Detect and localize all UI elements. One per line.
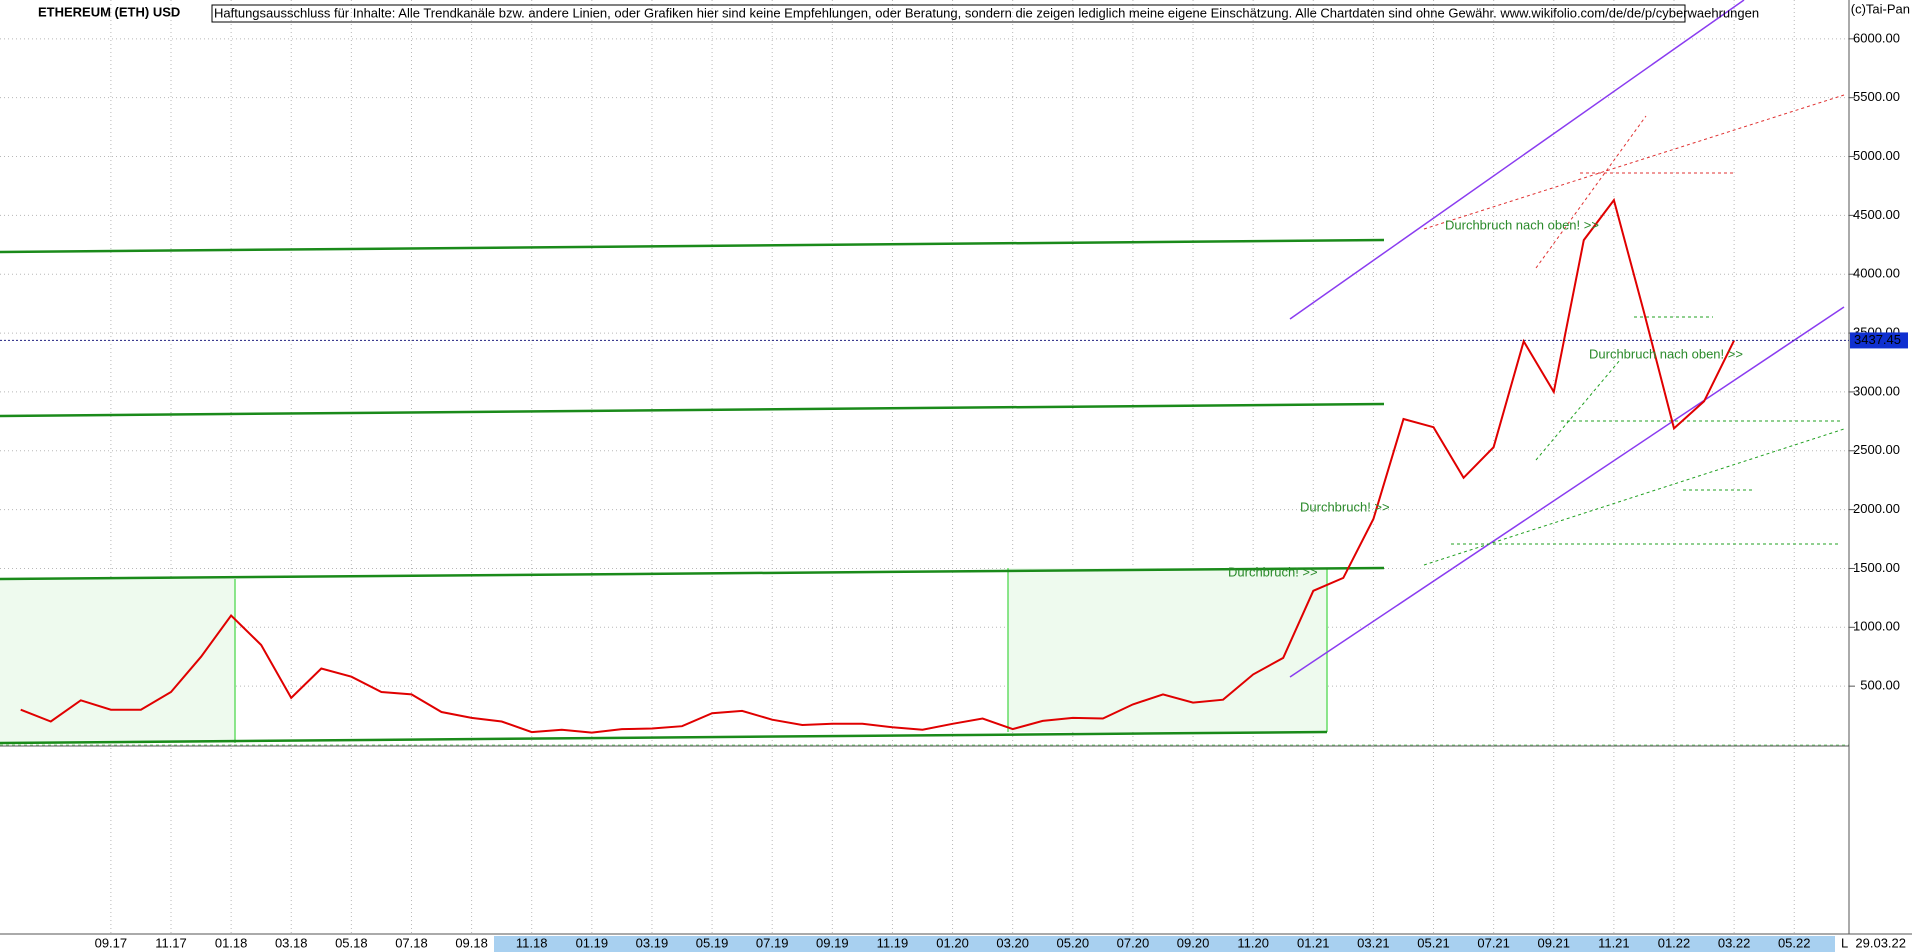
last-date: 29.03.22: [1855, 935, 1906, 950]
disclaimer: Haftungsausschluss für Inhalte: Alle Tre…: [214, 5, 1759, 20]
x-tick-label: 11.21: [1598, 935, 1630, 950]
level-line: [0, 402, 1385, 418]
trend-line: [1289, 306, 1845, 678]
chart-title: ETHEREUM (ETH) USD: [38, 4, 180, 19]
trend-line: [1535, 359, 1621, 461]
marks: [0, 197, 1849, 734]
annotation: Durchbruch nach oben! >>: [1445, 217, 1599, 232]
x-tick-label: 07.18: [395, 935, 428, 950]
level-line: [0, 730, 1328, 745]
x-tick-label: 05.20: [1057, 935, 1090, 950]
x-tick-label: 03.19: [636, 935, 669, 950]
annotation: Durchbruch! >>: [1228, 564, 1318, 579]
trend-line: [1423, 94, 1845, 230]
x-tick-label: 11.17: [155, 935, 187, 950]
x-tick-label: 01.22: [1658, 935, 1691, 950]
range-box: [0, 579, 235, 743]
y-tick-label: 2000.00: [1853, 501, 1900, 516]
axis-end-label: L: [1841, 935, 1848, 950]
x-tick-label: 01.21: [1297, 935, 1330, 950]
y-tick-label: 3000.00: [1853, 383, 1900, 398]
x-tick-label: 09.19: [816, 935, 849, 950]
x-tick-label: 05.18: [335, 935, 368, 950]
x-tick-label: 07.21: [1477, 935, 1510, 950]
copyright: (c)Tai-Pan: [1851, 1, 1910, 16]
x-tick-label: 11.18: [516, 935, 548, 950]
y-tick-label: 1500.00: [1853, 560, 1900, 575]
x-tick-label: 03.18: [275, 935, 308, 950]
last-price-box: [1850, 332, 1908, 349]
x-tick-label: 09.17: [95, 935, 128, 950]
price-line: [20, 197, 1735, 734]
x-tick-label: 01.18: [215, 935, 248, 950]
trend-line: [1423, 428, 1845, 566]
x-tick-label: 03.22: [1718, 935, 1751, 950]
y-tick-label: 6000.00: [1853, 30, 1900, 45]
x-tick-label: 09.21: [1537, 935, 1570, 950]
x-tick-label: 11.20: [1237, 935, 1269, 950]
disclaimer-box: [211, 4, 1686, 23]
y-tick-label: 4000.00: [1853, 266, 1900, 281]
trend-line: [1535, 115, 1647, 269]
y-tick-label: 5500.00: [1853, 89, 1900, 104]
x-axis-highlight: [494, 936, 1835, 952]
plot-area: [0, 0, 1849, 745]
y-tick-label: 4500.00: [1853, 207, 1900, 222]
x-tick-label: 05.22: [1778, 935, 1811, 950]
x-tick-label: 07.19: [756, 935, 789, 950]
level-line: [0, 566, 1385, 581]
annotation: Durchbruch! >>: [1300, 499, 1390, 514]
range-box: [1008, 568, 1327, 732]
x-tick-label: 01.20: [936, 935, 969, 950]
level-line: [0, 238, 1385, 254]
x-tick-label: 05.19: [696, 935, 729, 950]
grid: [0, 0, 1855, 934]
y-tick-label: 2500.00: [1853, 442, 1900, 457]
x-tick-label: 09.20: [1177, 935, 1210, 950]
x-tick-label: 03.20: [996, 935, 1029, 950]
y-tick-label: 500.00: [1860, 678, 1900, 693]
x-tick-label: 07.20: [1117, 935, 1150, 950]
annotation: Durchbruch nach oben! >>: [1589, 346, 1743, 361]
x-tick-label: 09.18: [455, 935, 488, 950]
y-tick-label: 5000.00: [1853, 148, 1900, 163]
x-tick-label: 05.21: [1417, 935, 1450, 950]
x-tick-label: 03.21: [1357, 935, 1390, 950]
y-tick-label: 1000.00: [1853, 619, 1900, 634]
last-price-label: 3437.45: [1854, 332, 1901, 347]
trend-line: [1289, 0, 1745, 320]
x-tick-label: 01.19: [576, 935, 609, 950]
x-tick-label: 11.19: [877, 935, 909, 950]
